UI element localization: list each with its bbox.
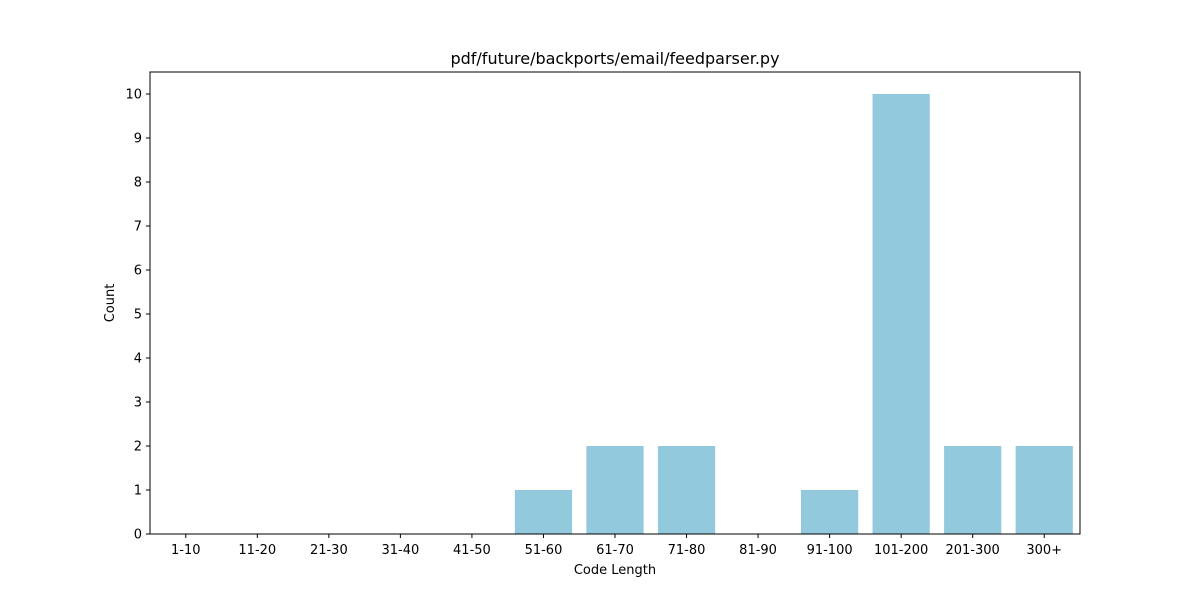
y-axis-ticks: 0 1 2 3 4 5 6 7 8 9 10	[125, 88, 150, 543]
bar-91-100	[801, 490, 859, 534]
x-tick-label: 51-60	[525, 543, 563, 558]
y-tick-label: 0	[134, 528, 142, 543]
x-tick-label: 31-40	[381, 543, 419, 558]
y-tick-label: 3	[134, 396, 142, 411]
x-tick-label: 1-10	[171, 543, 201, 558]
y-tick-label: 8	[134, 176, 142, 191]
x-tick-label: 300+	[1026, 543, 1062, 558]
bar-61-70	[586, 446, 644, 534]
x-tick-label: 91-100	[807, 543, 853, 558]
bar-71-80	[657, 446, 716, 534]
x-tick-label: 41-50	[453, 543, 491, 558]
bar-201-300	[944, 446, 1002, 534]
y-tick-label: 9	[134, 132, 142, 147]
bar-51-60	[514, 490, 573, 534]
y-tick-label: 6	[134, 264, 142, 279]
bar-300+	[1015, 446, 1073, 534]
y-axis-label: Count	[103, 284, 118, 323]
x-tick-label: 101-200	[874, 543, 928, 558]
bar-101-200	[872, 94, 930, 534]
x-axis-label: Code Length	[574, 563, 656, 578]
x-tick-label: 21-30	[310, 543, 348, 558]
x-axis-ticks: 1-10 11-20 21-30 31-40 41-50 51-60 61-70 71-80 8…	[171, 534, 1062, 558]
y-tick-label: 4	[134, 352, 142, 367]
y-tick-label: 10	[125, 88, 142, 103]
x-tick-label: 71-80	[668, 543, 706, 558]
bars-group	[514, 94, 1073, 534]
x-tick-label: 201-300	[946, 543, 1000, 558]
x-tick-label: 61-70	[596, 543, 634, 558]
chart-title: pdf/future/backports/email/feedparser.py	[450, 49, 779, 68]
y-tick-label: 1	[134, 484, 142, 499]
y-tick-label: 2	[134, 440, 142, 455]
x-tick-label: 81-90	[739, 543, 777, 558]
y-tick-label: 5	[134, 308, 142, 323]
y-tick-label: 7	[134, 220, 142, 235]
x-tick-label: 11-20	[238, 543, 276, 558]
plot-frame	[149, 71, 1081, 535]
